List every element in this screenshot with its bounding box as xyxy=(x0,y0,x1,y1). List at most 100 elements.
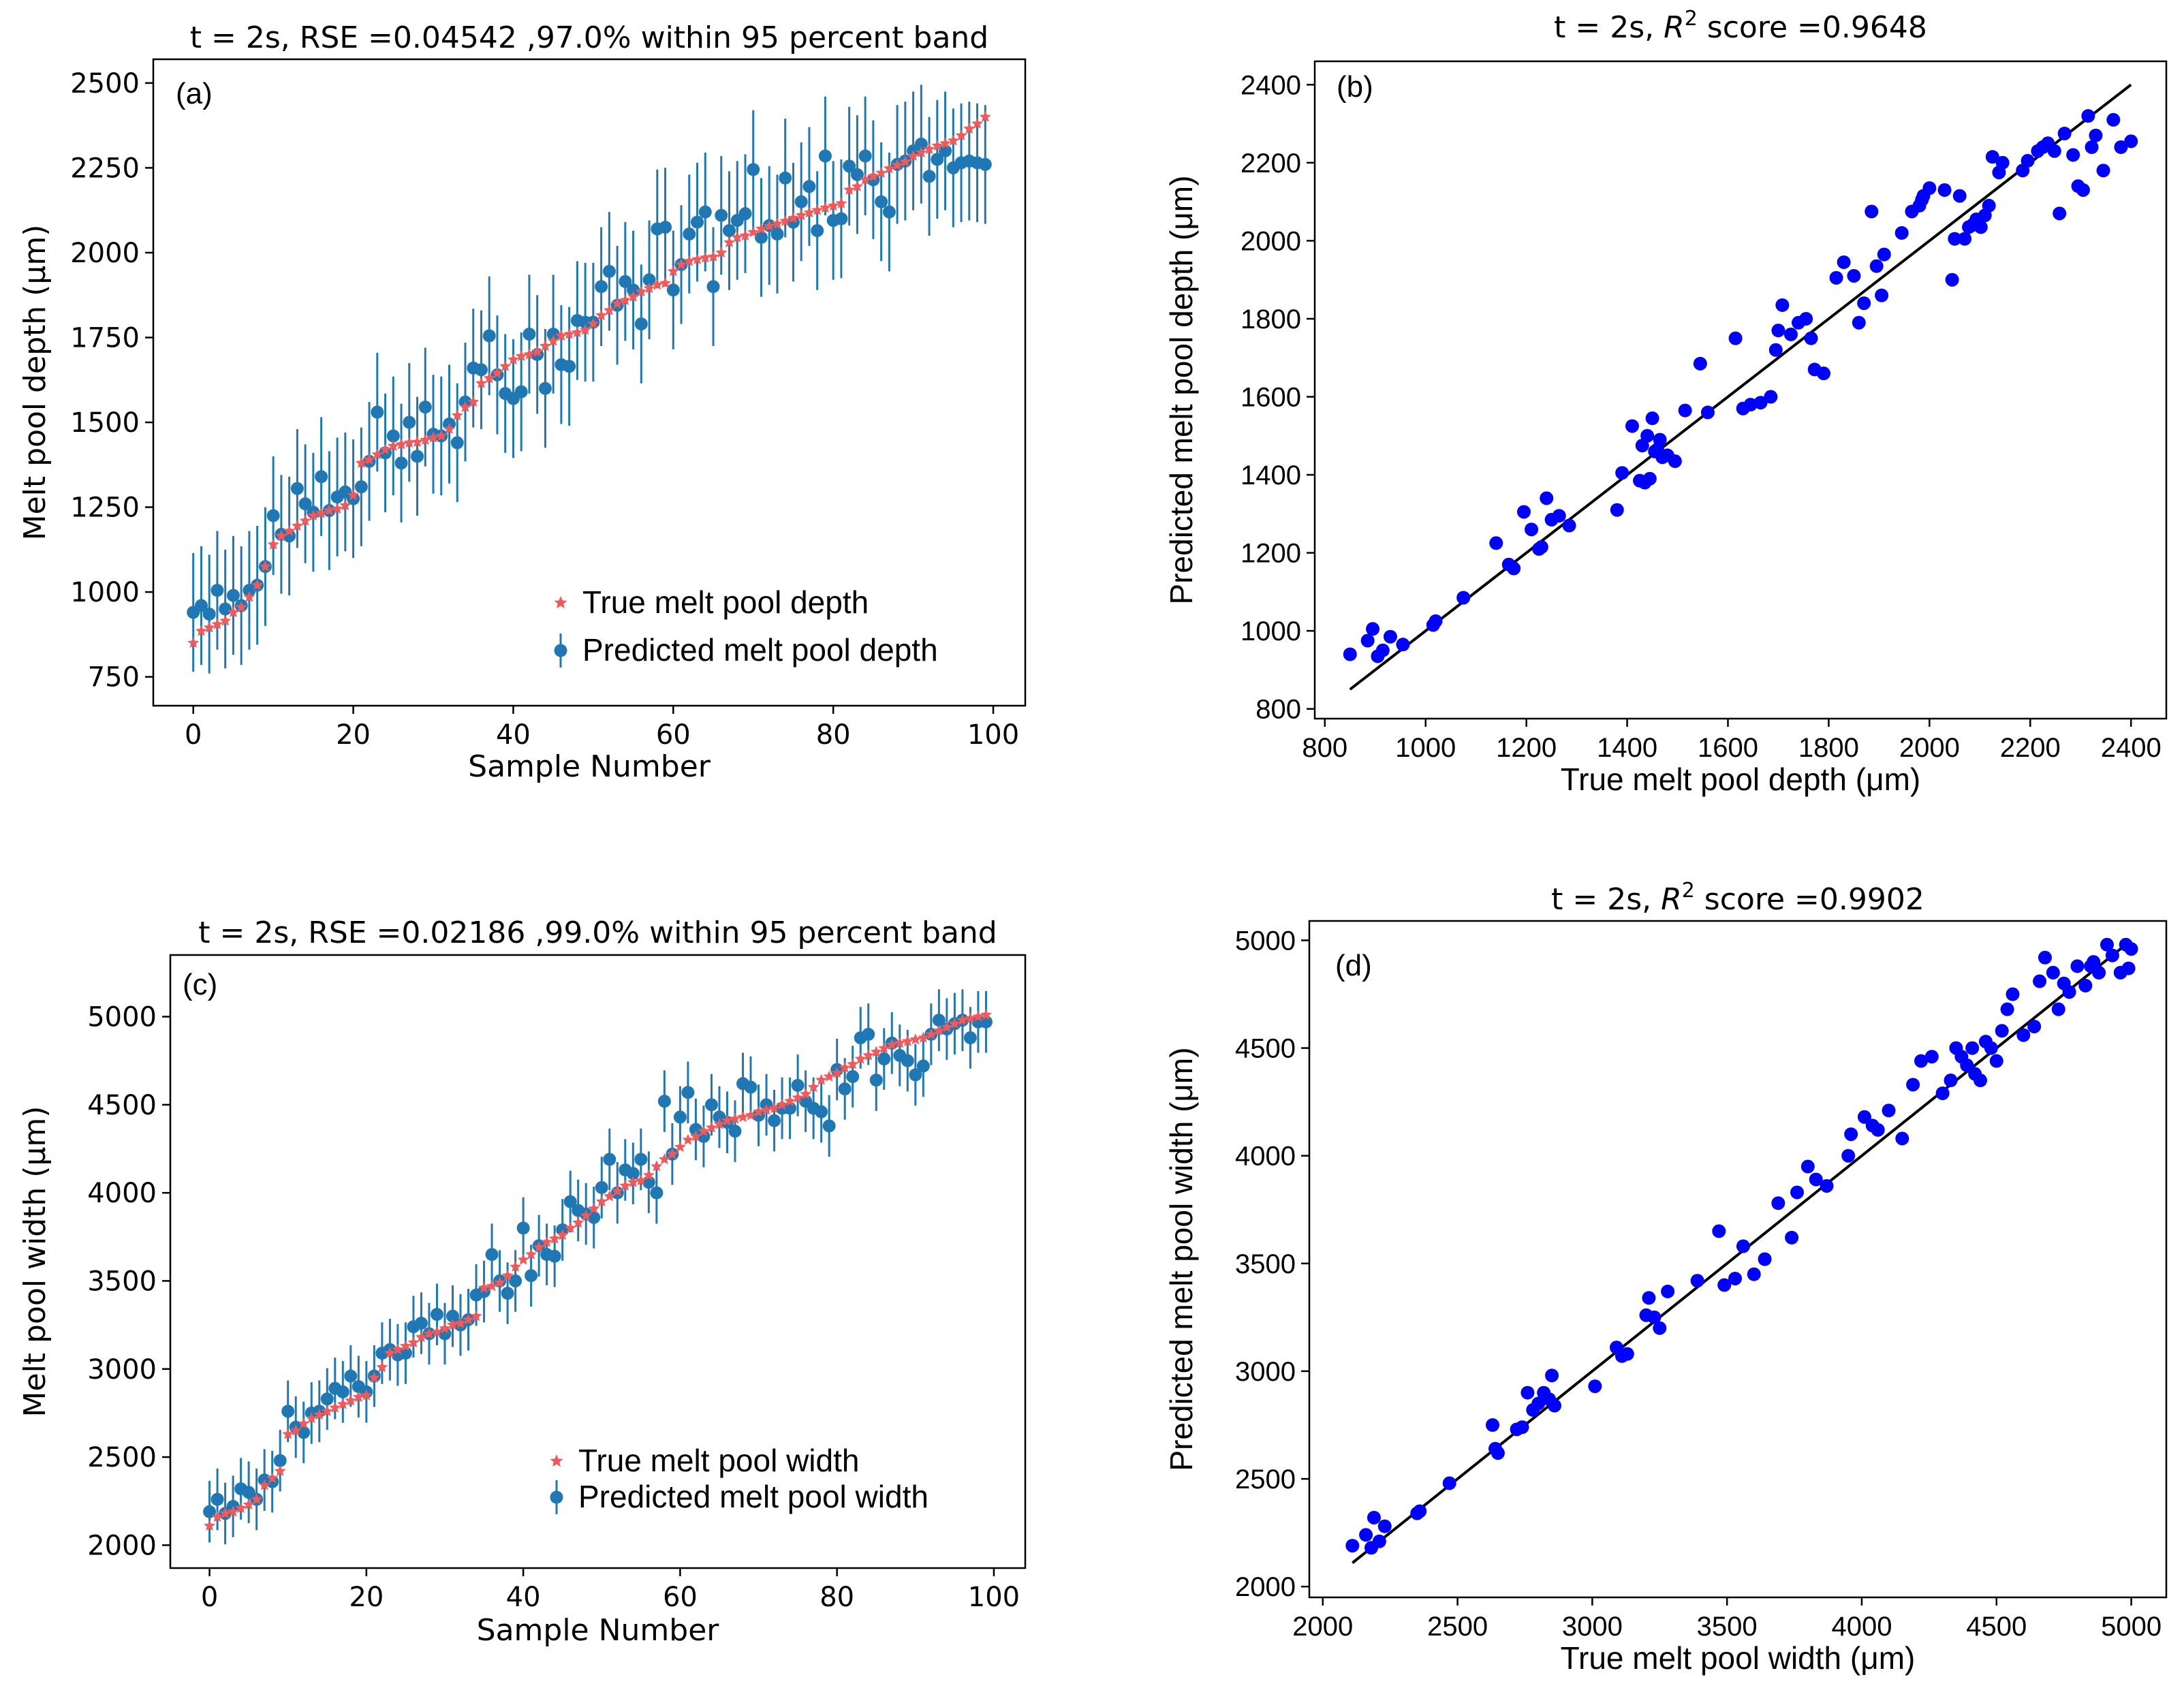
scatter-point xyxy=(1804,331,1818,345)
true-point xyxy=(491,366,503,379)
true-point xyxy=(715,247,728,258)
true-point xyxy=(291,520,303,531)
scatter-point xyxy=(2038,950,2052,965)
true-point xyxy=(463,1313,475,1325)
true-point xyxy=(451,409,463,421)
true-point xyxy=(915,146,927,158)
scatter-point xyxy=(2000,1002,2014,1016)
scatter-point xyxy=(1841,1148,1856,1163)
true-point xyxy=(548,1232,561,1244)
scatter-point xyxy=(1520,1386,1535,1400)
predicted-point xyxy=(779,171,792,185)
scatter-point xyxy=(1413,1504,1427,1518)
scatter-point xyxy=(1837,255,1851,269)
scatter-point xyxy=(1852,315,1866,330)
predicted-point xyxy=(858,149,872,163)
true-point xyxy=(603,304,615,315)
x-tick-label: 1400 xyxy=(1597,733,1657,763)
true-point xyxy=(494,1277,506,1288)
true-point xyxy=(675,258,687,270)
predicted-point xyxy=(219,602,232,616)
scatter-point xyxy=(1588,1379,1602,1394)
true-point xyxy=(899,155,911,167)
scatter-point xyxy=(1377,1519,1392,1533)
true-point xyxy=(203,621,215,633)
true-point xyxy=(604,1190,616,1202)
reference-line xyxy=(1352,941,2130,1564)
true-point xyxy=(807,1081,820,1093)
scatter-point xyxy=(1534,540,1548,554)
scatter-point xyxy=(1653,1321,1667,1335)
y-tick-label: 1200 xyxy=(1241,539,1301,569)
predicted-point xyxy=(450,436,464,450)
true-point xyxy=(819,202,831,213)
true-point xyxy=(470,1310,482,1321)
scatter-point xyxy=(1982,198,1996,213)
scatter-point xyxy=(1753,396,1768,410)
true-point xyxy=(831,1067,843,1078)
predicted-point xyxy=(770,228,784,241)
predicted-point xyxy=(794,195,808,208)
scatter-point xyxy=(1875,288,1889,302)
title-r: R xyxy=(1664,10,1685,45)
predicted-point xyxy=(411,450,424,463)
scatter-point xyxy=(1647,1310,1662,1324)
title-sup: 2 xyxy=(1685,7,1698,31)
true-point xyxy=(689,1130,702,1142)
scatter-point xyxy=(1935,1086,1950,1100)
chart-panel-b: t = 2s, R2 score =0.9648 800 1000 1200 1400 1… xyxy=(1164,7,2168,797)
scatter-point xyxy=(1747,1267,1761,1281)
true-point xyxy=(547,334,559,346)
scatter-point xyxy=(1540,491,1554,505)
true-point xyxy=(219,1507,232,1519)
legend-star-marker xyxy=(550,1454,563,1467)
scatter-point xyxy=(1396,638,1410,652)
predicted-point xyxy=(843,159,856,173)
predicted-point xyxy=(281,1405,295,1418)
true-point xyxy=(368,1371,380,1383)
true-point xyxy=(475,377,487,388)
true-point xyxy=(435,430,448,441)
predicted-point xyxy=(838,1082,852,1096)
scatter-point xyxy=(1847,268,1861,283)
true-point xyxy=(555,330,567,341)
y-tick-label: 2000 xyxy=(87,1530,157,1561)
true-point xyxy=(941,1021,953,1033)
true-point xyxy=(525,1248,537,1259)
predicted-point xyxy=(414,1317,428,1330)
true-point xyxy=(763,220,775,232)
scatter-point xyxy=(1989,1054,2003,1068)
scatter-point xyxy=(1429,614,1443,628)
chart-panel-c: t = 2s, RSE =0.02186 ,99.0% within 95 pe… xyxy=(18,916,1027,1648)
legend-label-predicted: Predicted melt pool width xyxy=(578,1479,929,1514)
predicted-point xyxy=(226,589,240,602)
scatter-point xyxy=(1690,1274,1704,1288)
x-tick-label: 3500 xyxy=(1697,1612,1758,1642)
y-axis-label: Predicted melt pool depth (μm) xyxy=(1164,176,1199,605)
x-tick-label: 60 xyxy=(663,1582,698,1613)
predicted-point xyxy=(290,482,304,495)
scatter-point xyxy=(1758,1252,1772,1266)
scatter-point xyxy=(2096,163,2110,178)
true-point xyxy=(619,294,631,305)
true-point xyxy=(587,317,599,329)
scatter-point xyxy=(1785,1230,1799,1245)
scatter-point xyxy=(1944,1074,1958,1088)
true-point xyxy=(517,1253,529,1265)
y-tick-label: 1600 xyxy=(1241,383,1301,413)
predicted-point xyxy=(501,1287,514,1300)
x-tick-label: 2500 xyxy=(1427,1612,1488,1642)
true-point xyxy=(731,231,743,242)
predicted-point xyxy=(815,1105,828,1118)
scatter-point xyxy=(1952,189,1967,203)
predicted-point xyxy=(587,1210,601,1224)
predicted-point xyxy=(203,1505,217,1518)
scatter-point xyxy=(1984,1041,1998,1055)
true-point xyxy=(823,1070,835,1082)
true-point xyxy=(446,1319,459,1330)
x-tick-label: 5000 xyxy=(2101,1612,2162,1642)
plot-frame xyxy=(169,954,1027,1569)
x-tick-label: 20 xyxy=(349,1582,384,1613)
chart-title: t = 2s, R2 score =0.9648 xyxy=(1554,7,1927,45)
x-tick-label: 2000 xyxy=(1899,733,1960,763)
